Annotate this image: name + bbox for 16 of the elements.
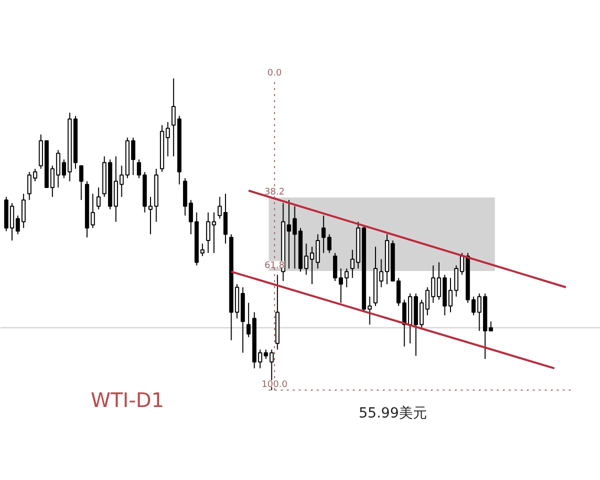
candlestick bbox=[246, 302, 251, 338]
candlestick bbox=[200, 243, 205, 257]
candlestick bbox=[321, 215, 326, 254]
candlestick bbox=[79, 165, 84, 200]
annotation: 38.2 bbox=[264, 187, 285, 198]
candlestick bbox=[327, 234, 332, 254]
candlestick bbox=[333, 252, 338, 282]
annotation: 61.8 bbox=[264, 261, 285, 272]
candlestick bbox=[396, 277, 401, 306]
candlestick bbox=[171, 78, 176, 157]
candlestick bbox=[488, 321, 493, 332]
annotation: WTI-D1 bbox=[90, 388, 164, 412]
candlestick bbox=[96, 187, 101, 210]
annotation: 100.0 bbox=[262, 380, 288, 390]
text: 55.99美元 bbox=[358, 405, 427, 422]
text: 0.0 bbox=[267, 68, 282, 78]
